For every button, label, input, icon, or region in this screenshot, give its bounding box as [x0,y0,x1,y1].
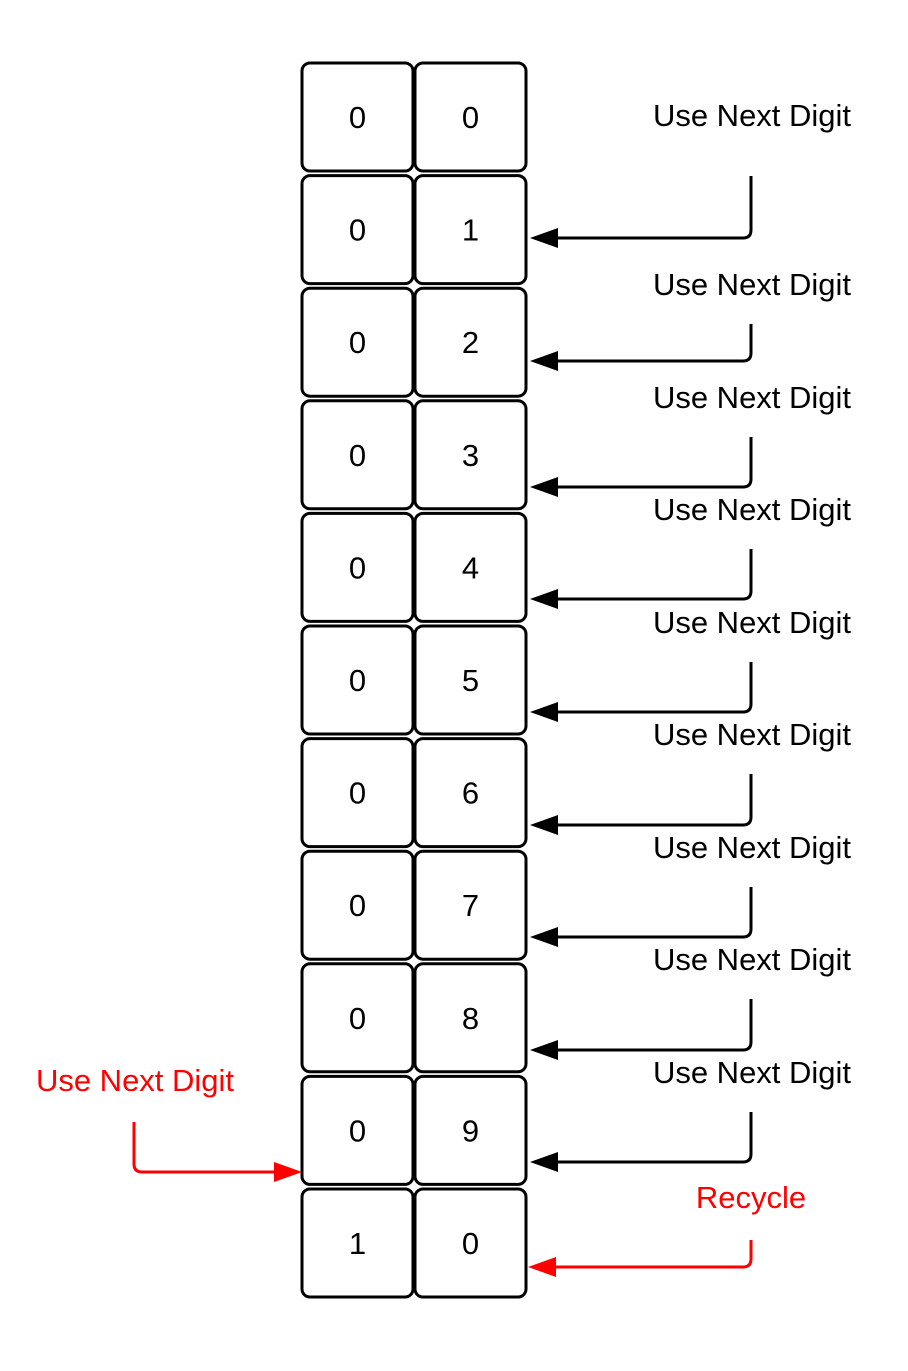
digit-cell-left [300,286,415,398]
next-digit-connector [556,1112,753,1164]
digit-left-value: 0 [349,550,366,585]
annotation-labels: Use Next Digit Use Next Digit Use Next Dig… [36,98,851,1215]
digit-right-value: 5 [462,663,479,698]
digit-left-value: 0 [349,1113,366,1148]
digit-cell-right [413,1074,528,1186]
recycle-connector [556,1240,753,1269]
arrow-head [530,228,558,248]
digit-cell-right [413,174,528,286]
digit-right-value: 7 [462,888,479,923]
use-next-digit-label: Use Next Digit [653,605,851,640]
digit-cell-right [413,399,528,511]
digit-left-value: 0 [349,1001,366,1036]
use-next-digit-label: Use Next Digit [653,717,851,752]
digit-cell-left [300,399,415,511]
arrow-head [530,477,558,497]
arrow-head [530,1040,558,1060]
next-digit-connector [556,549,753,601]
digit-left-value: 0 [349,325,366,360]
connectors [132,176,753,1277]
recycle-label: Recycle [696,1180,806,1215]
digit-right-value: 0 [462,1226,479,1261]
digit-cell-left [300,1187,415,1299]
use-next-digit-label: Use Next Digit [653,98,851,133]
digit-left-value: 0 [349,888,366,923]
digit-cell-right [413,511,528,623]
digit-right-value: 6 [462,776,479,811]
digit-cells: 0 00 10 20 30 40 50 60 70 80 91 0 [300,61,528,1299]
digit-right-value: 8 [462,1001,479,1036]
digit-right-value: 3 [462,438,479,473]
digit-right-value: 1 [462,213,479,248]
digit-cell-right [413,849,528,961]
digit-cell-right [413,624,528,736]
digit-cell-left [300,849,415,961]
carry-use-next-digit-label: Use Next Digit [36,1063,234,1098]
arrow-head [530,589,558,609]
arrow-head [530,1152,558,1172]
digit-cell-left [300,737,415,849]
next-digit-connector [556,662,753,714]
use-next-digit-label: Use Next Digit [653,830,851,865]
recycle-arrow-head [528,1257,556,1277]
carry-arrow-head [274,1162,302,1182]
use-next-digit-label: Use Next Digit [653,942,851,977]
next-digit-connector [556,176,753,240]
use-next-digit-label: Use Next Digit [653,267,851,302]
digit-right-value: 2 [462,325,479,360]
digit-cell-right [413,737,528,849]
digit-left-value: 0 [349,776,366,811]
digit-cell-left [300,174,415,286]
digit-cell-left [300,962,415,1074]
digit-left-value: 0 [349,100,366,135]
use-next-digit-label: Use Next Digit [653,492,851,527]
use-next-digit-label: Use Next Digit [653,1055,851,1090]
arrow-head [530,815,558,835]
digit-right-value: 0 [462,100,479,135]
arrow-head [530,702,558,722]
next-digit-connector [556,887,753,939]
next-digit-connector [556,774,753,827]
digit-cell-left [300,624,415,736]
use-next-digit-label: Use Next Digit [653,380,851,415]
digit-cell-left [300,1074,415,1186]
digit-cell-right [413,286,528,398]
next-digit-connector [556,999,753,1052]
carry-connector [132,1122,276,1174]
digit-cell-left [300,511,415,623]
next-digit-connector [556,324,753,363]
arrow-head [530,351,558,371]
digit-left-value: 1 [349,1226,366,1261]
digit-cell-left [300,61,415,173]
digit-right-value: 4 [462,550,479,585]
digit-cell-right [413,61,528,173]
digit-left-value: 0 [349,213,366,248]
next-digit-connector [556,437,753,489]
digit-cell-right [413,962,528,1074]
digit-left-value: 0 [349,663,366,698]
digit-right-value: 9 [462,1113,479,1148]
digit-left-value: 0 [349,438,366,473]
digit-cell-right [413,1187,528,1299]
arrow-head [530,927,558,947]
